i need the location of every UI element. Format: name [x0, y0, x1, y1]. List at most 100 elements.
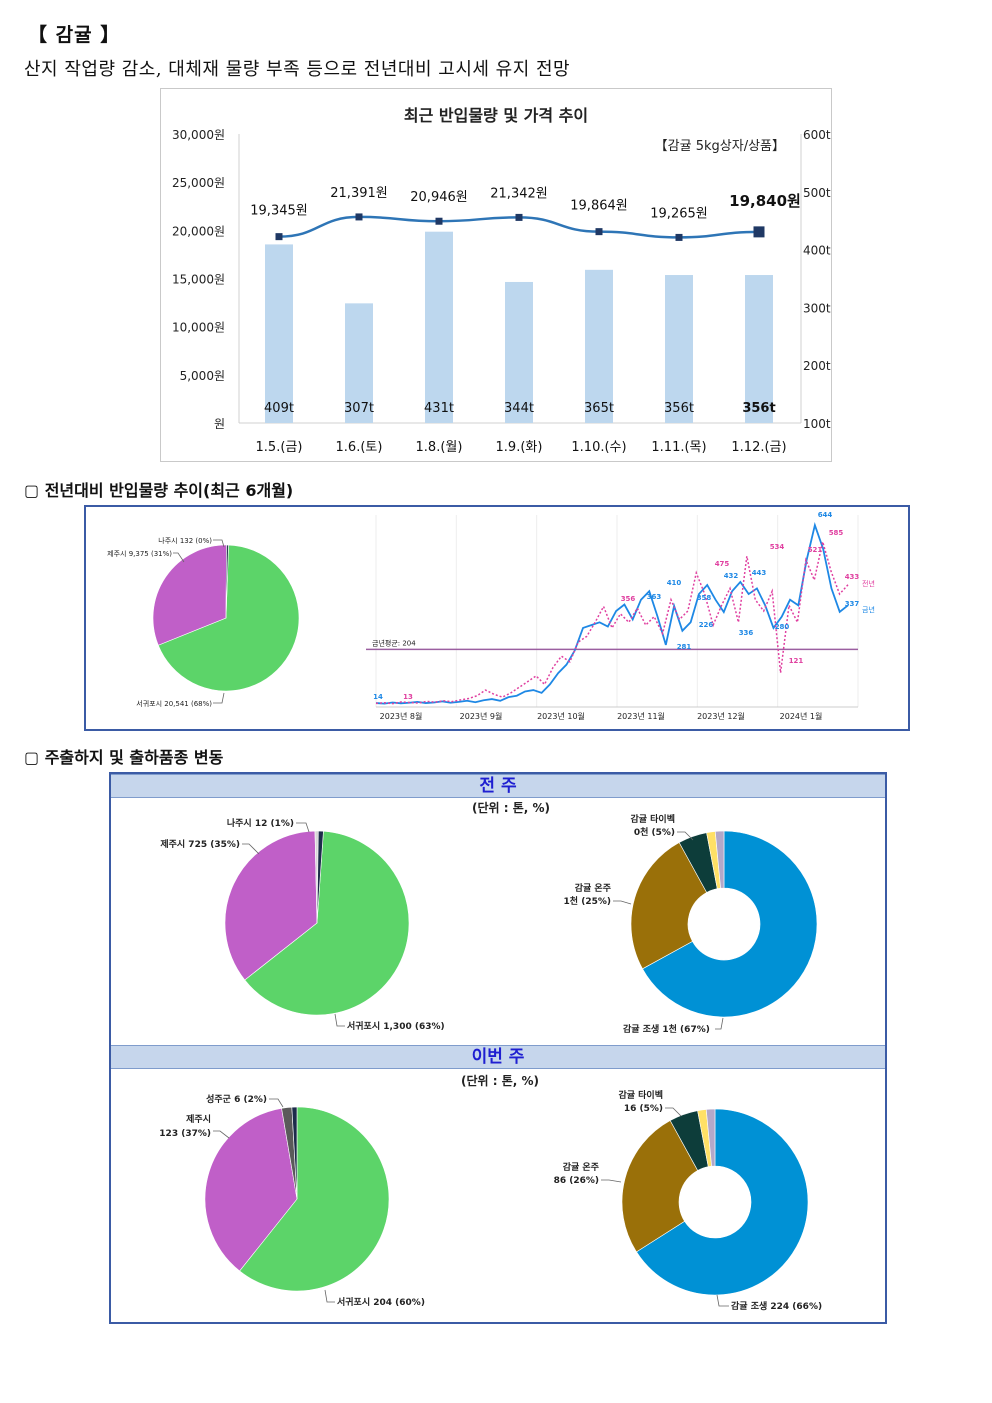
- price-label: 19,864원: [570, 199, 627, 214]
- trend-pie-slice: [225, 544, 229, 619]
- price-marker: [753, 226, 765, 238]
- trend-point-label: 121: [789, 657, 804, 665]
- legend-prev: 전년: [862, 579, 875, 588]
- donut-leader: [601, 1179, 622, 1183]
- pie-leader: [269, 1098, 284, 1108]
- category-label: 1.10.(수): [571, 440, 626, 455]
- donut-label: 감귤 타이벡: [630, 813, 675, 825]
- volume-bar: [585, 269, 613, 423]
- trend-point-label: 585: [829, 529, 844, 537]
- left-tick-label: 10,000원: [172, 321, 225, 335]
- trend-point-label: 521: [808, 546, 823, 554]
- avg-line-label: 금년평균: 204: [372, 638, 416, 647]
- pie-leader: [173, 552, 185, 563]
- price-label: 19,345원: [250, 204, 307, 219]
- pie-label: 나주시 12 (1%): [227, 817, 294, 829]
- volume-bar: [265, 244, 293, 423]
- trend-x-tick: 2023년 12월: [697, 711, 745, 721]
- last-week-pie-slice: [316, 830, 324, 924]
- legend-curr: 금년: [862, 605, 875, 614]
- right-tick-label: 200t: [803, 359, 831, 373]
- unit-label-this-week: (단위 : 톤, %): [461, 1073, 539, 1088]
- this-week-pie-slice: [239, 1106, 390, 1292]
- donut-label: 감귤 조생 1천 (67%): [623, 1023, 710, 1035]
- trend-point-label: 13: [403, 693, 413, 701]
- pie-leader: [324, 1289, 335, 1303]
- category-label: 1.6.(토): [336, 440, 383, 455]
- trend-point-label: 226: [699, 621, 714, 629]
- pie-leader: [242, 843, 260, 855]
- trend-point-label: 280: [775, 623, 790, 631]
- trend-point-label: 534: [770, 543, 785, 551]
- price-label: 19,840원: [729, 192, 801, 210]
- right-tick-label: 400t: [803, 244, 831, 258]
- right-tick-label: 100t: [803, 417, 831, 431]
- donut-label: 0천 (5%): [634, 827, 675, 838]
- right-tick-label: 300t: [803, 301, 831, 315]
- trend-section-title: ▢ 전년대비 반입물량 추이(최근 6개월): [24, 481, 294, 500]
- donut-label: 감귤 타이벡: [618, 1089, 663, 1101]
- origin-panel: 전 주 이번 주 (단위 : 톤, %) (단위 : 톤, %) 나주시 12 (1…: [109, 772, 887, 1324]
- trend-point-label: 363: [647, 593, 662, 601]
- category-label: 1.12.(금): [731, 440, 786, 455]
- this-week-donut-slice: [636, 1108, 809, 1296]
- this-week-band: 이번 주: [111, 1045, 885, 1069]
- volume-label: 307t: [344, 401, 374, 416]
- donut-label: 86 (26%): [554, 1176, 599, 1186]
- donut-leader: [665, 1107, 682, 1117]
- volume-label: 365t: [584, 401, 614, 416]
- price-volume-chart: 최근 반입물량 및 가격 추이 【감귤 5kg상자/상품】 원 5,000원 10,00…: [172, 106, 831, 455]
- trend-point-label: 14: [373, 693, 383, 701]
- volume-bar: [345, 303, 373, 423]
- trend-point-label: 336: [739, 629, 754, 637]
- price-label: 19,265원: [650, 206, 707, 221]
- this-week-pie-slice: [291, 1106, 298, 1200]
- right-tick-label: 600t: [803, 128, 831, 142]
- right-tick-label: 500t: [803, 186, 831, 200]
- category-label: 1.8.(월): [416, 440, 463, 455]
- donut-leader: [613, 900, 632, 905]
- pie-leader: [213, 1130, 230, 1139]
- donut-leader: [715, 1017, 724, 1030]
- pie-leader: [296, 822, 310, 833]
- pie-label: 서귀포시 1,300 (63%): [347, 1020, 445, 1032]
- trend-x-tick: 2023년 9월: [460, 711, 503, 721]
- volume-label: 409t: [264, 401, 294, 416]
- trend-x-tick: 2023년 11월: [617, 711, 665, 721]
- left-tick-label: 20,000원: [172, 224, 225, 238]
- donut-label: 16 (5%): [624, 1104, 663, 1114]
- trend-point-label: 281: [677, 643, 692, 651]
- last-week-pie-slice: [244, 830, 410, 1016]
- donut-leader: [716, 1294, 729, 1307]
- trend-point-label: 358: [697, 594, 712, 602]
- price-marker: [675, 233, 683, 241]
- donut-label: 감귤 조생 224 (66%): [731, 1300, 822, 1312]
- trend-point-label: 356: [621, 595, 636, 603]
- trend-point-label: 337: [845, 600, 860, 608]
- trend-point-label: 410: [667, 579, 682, 587]
- donut-label: 감귤 온주: [563, 1161, 599, 1173]
- left-tick-label: 30,000원: [172, 128, 225, 142]
- trend-x-tick: 2023년 10월: [537, 711, 585, 721]
- section-subtitle: 산지 작업량 감소, 대체재 물량 부족 등으로 전년대비 고시세 유지 전망: [24, 59, 571, 80]
- price-marker: [355, 213, 363, 221]
- left-tick-label: 원: [214, 417, 225, 431]
- category-label: 1.9.(화): [496, 440, 543, 455]
- price-label: 21,342원: [490, 186, 547, 201]
- volume-label: 356t: [742, 401, 775, 416]
- volume-label: 356t: [664, 401, 694, 416]
- trend-panel: 나주시 132 (0%) 제주시 9,375 (31%) 서귀포시 20,541 (…: [84, 505, 910, 731]
- pie-label: 서귀포시 204 (60%): [337, 1296, 425, 1308]
- pie-label: 123 (37%): [159, 1129, 211, 1139]
- trend-point-label: 644: [818, 511, 833, 519]
- price-volume-chart-panel: 최근 반입물량 및 가격 추이 【감귤 5kg상자/상품】 원 5,000원 10,00…: [160, 88, 832, 462]
- price-marker: [515, 213, 523, 221]
- pie-leader: [213, 539, 225, 548]
- pie-label: 제주시 725 (35%): [160, 838, 240, 850]
- donut-label: 감귤 온주: [575, 882, 611, 894]
- price-marker: [595, 228, 603, 236]
- pie-label-naju: 나주시 132 (0%): [158, 536, 212, 545]
- last-week-donut-slice: [642, 830, 818, 1018]
- this-week-donut-slice: [705, 1108, 716, 1167]
- category-label: 1.5.(금): [256, 440, 303, 455]
